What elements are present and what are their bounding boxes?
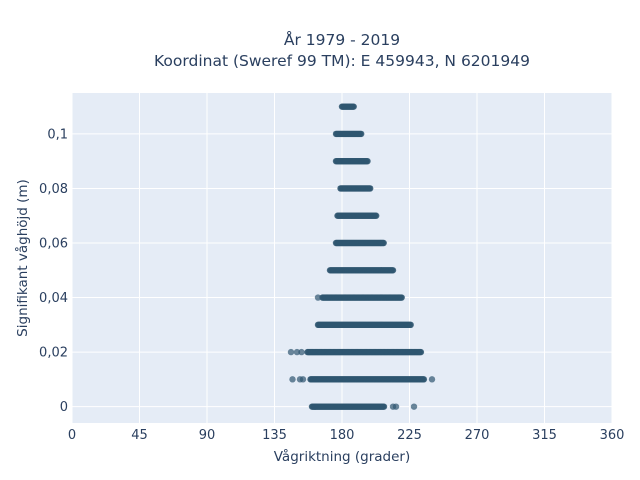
data-point xyxy=(417,348,425,356)
x-axis-ticks: 0 45 90 135 180 225 270 315 360 xyxy=(68,428,625,443)
data-point xyxy=(311,403,319,410)
data-point xyxy=(380,239,387,247)
x-tick-label: 315 xyxy=(532,428,557,443)
data-point xyxy=(373,212,380,219)
y-tick-label: 0 xyxy=(60,400,68,415)
x-tick-label: 90 xyxy=(199,428,216,443)
data-point xyxy=(398,294,405,301)
data-point xyxy=(358,130,365,138)
data-point xyxy=(420,376,428,383)
x-axis-title: Vågriktning (grader) xyxy=(274,448,411,465)
data-point xyxy=(299,376,307,383)
x-tick-label: 0 xyxy=(68,428,76,443)
x-tick-label: 270 xyxy=(465,428,490,443)
data-point xyxy=(287,348,295,356)
x-tick-label: 180 xyxy=(330,428,355,443)
data-point xyxy=(289,376,296,383)
data-point xyxy=(350,103,357,110)
chart-title-line-2: Koordinat (Sweref 99 TM): E 459943, N 62… xyxy=(154,52,530,70)
data-point xyxy=(389,267,397,274)
data-point xyxy=(293,348,301,356)
data-point xyxy=(367,185,374,192)
data-point xyxy=(298,348,305,356)
y-tick-label: 0,1 xyxy=(47,127,68,142)
y-tick-label: 0,04 xyxy=(39,291,68,306)
x-tick-label: 45 xyxy=(131,428,148,443)
y-tick-label: 0,06 xyxy=(39,237,68,252)
data-point xyxy=(314,294,322,301)
data-point xyxy=(428,376,436,383)
data-point xyxy=(407,321,414,329)
y-axis-ticks: 0 0,02 0,04 0,06 0,08 0,1 xyxy=(39,127,68,415)
y-axis-title: Signifikant våghöjd (m) xyxy=(14,179,31,337)
y-tick-label: 0,08 xyxy=(39,182,68,197)
x-tick-label: 135 xyxy=(262,428,287,443)
chart-title-line-1: År 1979 - 2019 xyxy=(284,30,400,49)
data-point xyxy=(392,403,400,410)
data-point xyxy=(380,403,388,410)
data-point xyxy=(364,157,371,165)
y-tick-label: 0,02 xyxy=(39,346,68,361)
data-point xyxy=(410,403,418,410)
data-points xyxy=(287,103,436,410)
x-tick-label: 225 xyxy=(397,428,422,443)
x-tick-label: 360 xyxy=(600,428,625,443)
